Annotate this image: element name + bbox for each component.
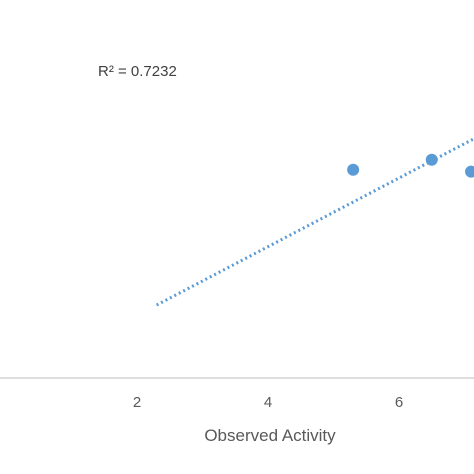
- x-tick-label: 6: [395, 394, 403, 411]
- data-point: [465, 165, 474, 178]
- x-axis-title: Observed Activity: [204, 426, 336, 445]
- trendline: [155, 137, 474, 307]
- x-tick-label: 2: [133, 394, 141, 411]
- x-tick-labels: 2468: [133, 394, 403, 411]
- data-point: [425, 153, 438, 166]
- data-point: [347, 163, 360, 176]
- x-tick-label: 4: [264, 394, 272, 411]
- r-squared-label: R² = 0.7232: [98, 63, 177, 80]
- data-points: [347, 153, 474, 178]
